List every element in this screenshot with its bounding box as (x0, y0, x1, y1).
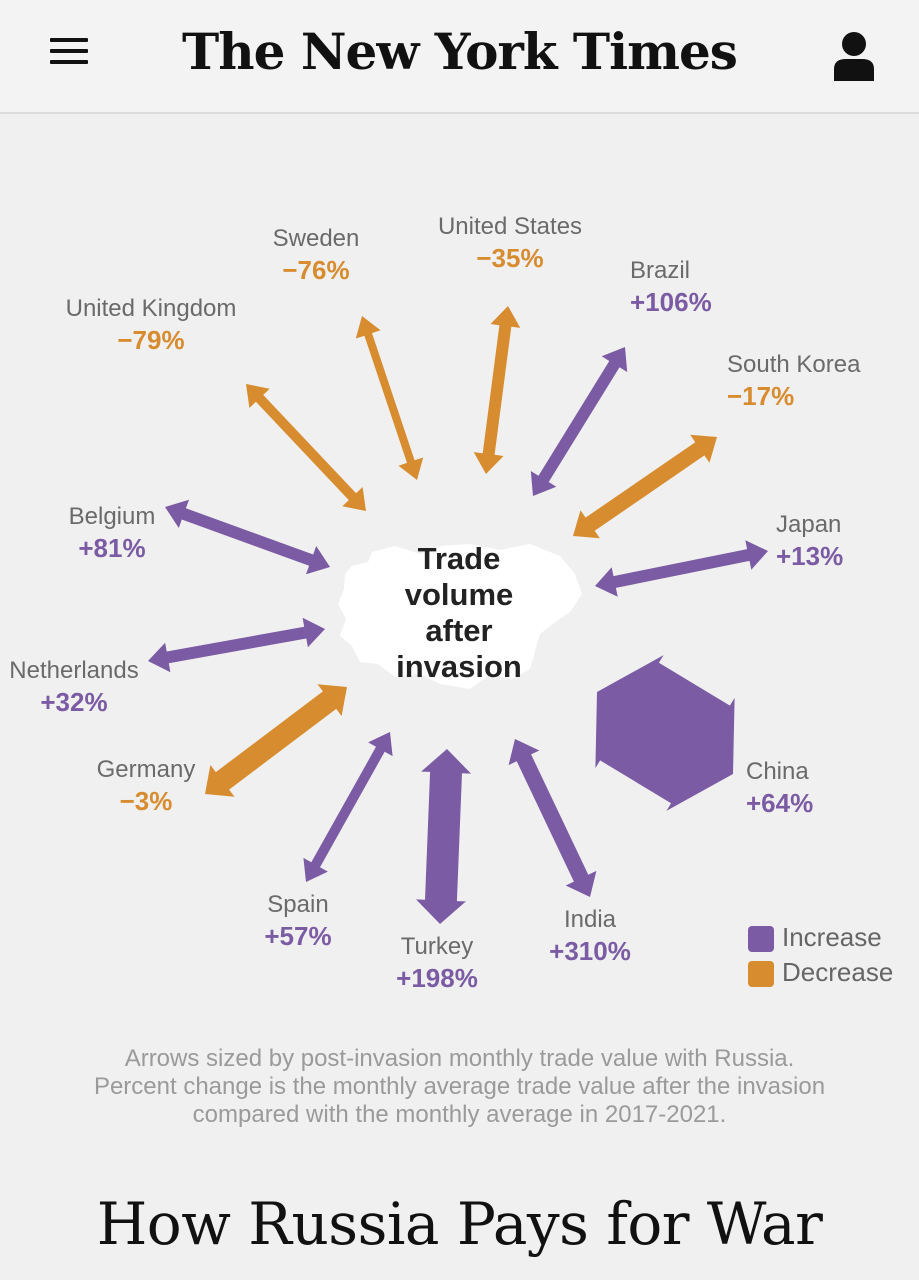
country-label: Sweden (273, 225, 360, 252)
trade-arrow-sweden (355, 316, 424, 480)
country-label: China (746, 758, 809, 785)
trade-arrow-india (508, 739, 597, 897)
footnote-line: compared with the monthly average in 201… (192, 1101, 727, 1128)
country-label: Germany (97, 756, 196, 783)
legend-label: Increase (782, 922, 882, 952)
percent-change-label: +32% (40, 687, 107, 717)
country-label: United Kingdom (66, 295, 237, 322)
country-label: Netherlands (9, 657, 138, 684)
country-label: Spain (267, 891, 328, 918)
percent-change-label: +198% (396, 963, 478, 993)
trade-arrow-germany (205, 684, 347, 797)
center-label-line: Trade (418, 541, 501, 576)
percent-change-label: −35% (476, 243, 543, 273)
footnote-line: Arrows sized by post-invasion monthly tr… (124, 1045, 795, 1072)
trade-arrow-south-korea (573, 434, 717, 539)
percent-change-label: +81% (78, 533, 145, 563)
center-label-line: invasion (396, 649, 522, 684)
trade-chart: United States −35% Brazil +106% South Korea −… (0, 114, 919, 1170)
trade-arrow-china (595, 655, 735, 811)
percent-change-label: +57% (264, 921, 331, 951)
hamburger-menu-icon[interactable] (50, 38, 88, 68)
legend-swatch-decrease (748, 961, 774, 987)
center-label-line: after (425, 613, 492, 648)
legend-label: Decrease (782, 957, 894, 987)
country-label: India (564, 906, 617, 933)
trade-arrow-spain (303, 732, 393, 882)
country-label: United States (438, 213, 582, 240)
percent-change-label: +13% (776, 541, 843, 571)
site-logo[interactable]: The New York Times (182, 22, 738, 81)
trade-arrow-united-states (473, 306, 521, 474)
russia-map-silhouette (338, 544, 582, 689)
trade-arrow-belgium (165, 499, 330, 575)
chart-footnote: Arrows sized by post-invasion monthly tr… (0, 1045, 919, 1129)
country-label: Belgium (69, 503, 156, 530)
percent-change-label: +64% (746, 788, 813, 818)
percent-change-label: +106% (630, 287, 712, 317)
country-label: Turkey (401, 933, 473, 960)
center-label-line: volume (405, 577, 514, 612)
article-headline[interactable]: How Russia Pays for War (96, 1190, 823, 1258)
percent-change-label: −79% (117, 325, 184, 355)
radial-arrow-chart: United States −35% Brazil +106% South Korea −… (9, 213, 861, 993)
percent-change-label: −76% (282, 255, 349, 285)
trade-arrow-japan (595, 540, 768, 597)
user-account-icon[interactable] (834, 31, 874, 81)
trade-arrow-netherlands (148, 617, 325, 673)
country-label: South Korea (727, 351, 861, 378)
trade-arrow-united-kingdom (246, 384, 366, 511)
trade-arrow-turkey (416, 749, 471, 924)
country-label: Japan (776, 511, 841, 538)
trade-arrow-brazil (530, 347, 628, 496)
percent-change-label: −17% (727, 381, 794, 411)
country-label: Brazil (630, 257, 690, 284)
footnote-line: Percent change is the monthly average tr… (93, 1073, 826, 1100)
legend-swatch-increase (748, 926, 774, 952)
center-label: Trade volume after invasion (396, 541, 522, 684)
percent-change-label: +310% (549, 936, 631, 966)
percent-change-label: −3% (120, 786, 173, 816)
site-header: The New York Times (0, 0, 919, 114)
